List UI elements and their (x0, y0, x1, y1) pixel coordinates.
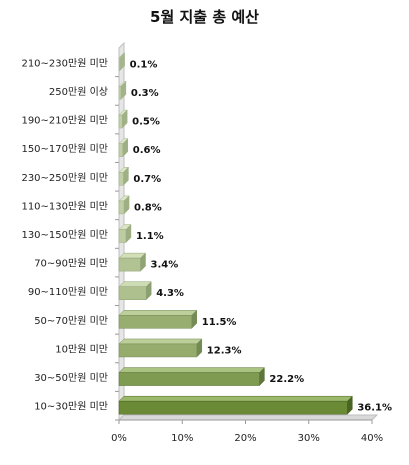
category-label: 150~170만원 미만 (21, 143, 108, 155)
data-label: 0.6% (133, 145, 161, 156)
data-label: 36.1% (357, 403, 392, 414)
category-label: 250만원 이상 (49, 86, 108, 98)
category-label: 10만원 미만 (55, 343, 108, 355)
x-tick-label: 0% (111, 433, 127, 444)
x-tick-label: 40% (361, 433, 383, 444)
bar (118, 343, 198, 358)
data-label: 11.5% (202, 317, 237, 328)
bar (118, 286, 147, 300)
category-label: 50~70만원 미만 (34, 315, 108, 327)
data-label: 0.1% (130, 59, 158, 70)
x-axis-floor (117, 414, 379, 421)
bar-top (118, 281, 152, 287)
category-label: 30~50만원 미만 (34, 372, 108, 384)
category-label: 210~230만원 미만 (21, 57, 108, 69)
bar (118, 372, 260, 386)
data-label: 1.1% (136, 231, 164, 242)
category-label: 90~110만원 미만 (28, 286, 108, 298)
x-tick-label: 10% (171, 433, 193, 444)
bar (118, 315, 192, 329)
category-label: 110~130만원 미만 (21, 200, 108, 212)
bar (118, 57, 120, 72)
data-label: 0.7% (133, 174, 161, 185)
bar (118, 86, 122, 100)
bar (118, 229, 127, 243)
category-label: 10~30만원 미만 (34, 401, 108, 413)
bar (118, 172, 124, 186)
bar (118, 114, 123, 129)
bar-top (118, 367, 266, 373)
chart-title: 5월 지출 총 예산 (150, 8, 259, 26)
data-label: 0.8% (134, 202, 162, 213)
data-label: 22.2% (269, 374, 304, 385)
category-label: 130~150만원 미만 (21, 229, 108, 241)
data-label: 4.3% (156, 288, 184, 299)
x-tick-label: 30% (298, 433, 320, 444)
bar (118, 257, 141, 272)
data-label: 0.5% (132, 117, 160, 128)
category-label: 70~90만원 미만 (34, 258, 108, 270)
category-label: 190~210만원 미만 (21, 115, 108, 127)
bar-top (118, 310, 198, 316)
category-label: 230~250만원 미만 (21, 172, 108, 184)
bar-top (118, 338, 203, 345)
bar (118, 200, 125, 215)
data-label: 0.3% (131, 88, 159, 99)
x-tick-label: 20% (234, 433, 256, 444)
bar (118, 400, 348, 415)
bar-top (118, 395, 353, 402)
data-label: 3.4% (151, 260, 179, 271)
data-label: 12.3% (207, 345, 242, 356)
bar (118, 143, 124, 157)
